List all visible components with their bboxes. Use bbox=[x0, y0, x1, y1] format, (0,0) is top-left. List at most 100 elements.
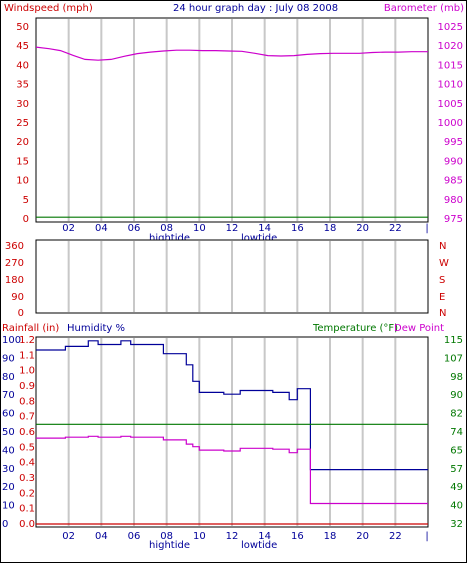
humidity-tick-label: 80 bbox=[2, 372, 15, 383]
windspeed-tick-label: 30 bbox=[16, 99, 29, 110]
windspeed-tick-label: 20 bbox=[16, 137, 29, 148]
humidity-tick-label: 10 bbox=[2, 501, 15, 512]
windspeed-axis-label: Windspeed (mph) bbox=[4, 3, 93, 14]
temperature-tick-label: 65 bbox=[450, 445, 463, 456]
windspeed-tick-label: 0 bbox=[23, 214, 29, 225]
temperature-tick-label: 98 bbox=[450, 372, 463, 383]
humidity-tick-label: 30 bbox=[2, 464, 15, 475]
temperature-tick-label: 115 bbox=[444, 335, 463, 346]
temperature-tick-label: 57 bbox=[450, 464, 463, 475]
dewpoint-line bbox=[36, 435, 428, 505]
chart-title: 24 hour graph day : July 08 2008 bbox=[173, 3, 338, 14]
rainfall-tick-label: 1.2 bbox=[19, 335, 35, 346]
humidity-tick-label: 70 bbox=[2, 390, 15, 401]
top-panel-x-end-tick: | bbox=[425, 223, 428, 234]
barometer-tick-label: 995 bbox=[444, 137, 463, 148]
barometer-tick-label: 1000 bbox=[438, 118, 463, 129]
bottom-panel-x-tick-label: 12 bbox=[226, 531, 239, 542]
humidity-tick-label: 60 bbox=[2, 409, 15, 420]
top-panel-x-tick-label: 06 bbox=[128, 223, 141, 234]
direction-degree-label: 270 bbox=[5, 258, 24, 269]
top-panel-x-tick-label: 08 bbox=[160, 223, 173, 234]
windspeed-tick-label: 25 bbox=[16, 118, 29, 129]
top-panel-x-tick-label: 20 bbox=[356, 223, 369, 234]
temperature-tick-label: 82 bbox=[450, 409, 463, 420]
rainfall-tick-label: 0.7 bbox=[19, 412, 35, 423]
windspeed-tick-label: 35 bbox=[16, 80, 29, 91]
direction-degree-label: 360 bbox=[5, 241, 24, 252]
windspeed-tick-label: 40 bbox=[16, 60, 29, 71]
bottom-panel-x-tick-label: 04 bbox=[95, 531, 108, 542]
lowtide-label-top: lowtide bbox=[241, 233, 277, 244]
rainfall-tick-label: 1.0 bbox=[19, 366, 35, 377]
windspeed-tick-label: 45 bbox=[16, 41, 29, 52]
temperature-tick-label: 90 bbox=[450, 390, 463, 401]
bottom-panel-x-tick-label: 18 bbox=[324, 531, 337, 542]
compass-point-label: S bbox=[439, 275, 445, 286]
humidity-axis-label: Humidity % bbox=[67, 323, 125, 334]
humidity-tick-label: 50 bbox=[2, 427, 15, 438]
top-panel-x-tick-label: 12 bbox=[226, 223, 239, 234]
top-panel-x-tick-label: 16 bbox=[291, 223, 304, 234]
humidity-tick-label: 100 bbox=[2, 335, 21, 346]
top-panel-x-tick-label: 22 bbox=[389, 223, 402, 234]
barometer-axis-label: Barometer (mb) bbox=[384, 3, 464, 14]
compass-point-label: N bbox=[439, 241, 446, 252]
barometer-tick-label: 1005 bbox=[438, 99, 463, 110]
lowtide-label-bottom: lowtide bbox=[241, 540, 277, 551]
compass-point-label: E bbox=[439, 292, 445, 303]
rainfall-tick-label: 0.5 bbox=[19, 442, 35, 453]
rainfall-tick-label: 0.0 bbox=[19, 519, 35, 530]
barometer-line bbox=[35, 46, 428, 61]
compass-point-label: N bbox=[439, 308, 446, 319]
rainfall-tick-label: 0.9 bbox=[19, 381, 35, 392]
humidity-tick-label: 40 bbox=[2, 445, 15, 456]
temperature-tick-label: 32 bbox=[450, 519, 463, 530]
humidity-tick-label: 20 bbox=[2, 482, 15, 493]
direction-degree-label: 0 bbox=[18, 308, 24, 319]
top-panel-x-tick-label: 04 bbox=[95, 223, 108, 234]
rainfall-axis-label: Rainfall (in) bbox=[2, 323, 59, 334]
temperature-tick-label: 49 bbox=[450, 482, 463, 493]
bottom-panel-x-tick-label: 14 bbox=[258, 531, 271, 542]
temperature-tick-label: 40 bbox=[450, 501, 463, 512]
bottom-panel-x-end-tick: | bbox=[425, 531, 428, 542]
windspeed-tick-label: 5 bbox=[23, 195, 29, 206]
bottom-panel-x-tick-label: 20 bbox=[356, 531, 369, 542]
barometer-tick-label: 990 bbox=[444, 156, 463, 167]
top-panel-x-tick-label: 02 bbox=[62, 223, 75, 234]
humidity-temperature-panel: 10090807060504030201001.21.11.00.90.80.7… bbox=[2, 335, 463, 542]
rainfall-tick-label: 1.1 bbox=[19, 350, 35, 361]
barometer-tick-label: 980 bbox=[444, 195, 463, 206]
barometer-tick-label: 1020 bbox=[438, 41, 463, 52]
hightide-label-bottom: hightide bbox=[149, 540, 190, 551]
direction-degree-label: 180 bbox=[5, 275, 24, 286]
humidity-line bbox=[36, 340, 428, 471]
barometer-tick-label: 1010 bbox=[438, 80, 463, 91]
hightide-label-top: hightide bbox=[149, 233, 190, 244]
top-panel-x-tick-label: 10 bbox=[193, 223, 206, 234]
rainfall-tick-label: 0.8 bbox=[19, 396, 35, 407]
barometer-tick-label: 985 bbox=[444, 176, 463, 187]
barometer-tick-label: 1025 bbox=[438, 22, 463, 33]
rainfall-tick-label: 0.3 bbox=[19, 473, 35, 484]
bottom-panel-x-tick-label: 16 bbox=[291, 531, 304, 542]
temperature-tick-label: 107 bbox=[444, 353, 463, 364]
top-panel-x-tick-label: 18 bbox=[324, 223, 337, 234]
dewpoint-axis-label: Dew Point bbox=[394, 323, 444, 334]
temperature-axis-label: Temperature (°F) bbox=[312, 323, 398, 334]
compass-point-label: W bbox=[439, 258, 449, 269]
bottom-panel-x-tick-label: 08 bbox=[160, 531, 173, 542]
wind-barometer-panel: 0510152025303540455097598098599099510001… bbox=[16, 17, 463, 234]
top-panel-x-tick-label: 14 bbox=[258, 223, 271, 234]
humidity-tick-label: 90 bbox=[2, 353, 15, 364]
bottom-panel-x-tick-label: 06 bbox=[128, 531, 141, 542]
bottom-panel-x-tick-label: 10 bbox=[193, 531, 206, 542]
windspeed-tick-label: 50 bbox=[16, 22, 29, 33]
rainfall-tick-label: 0.2 bbox=[19, 488, 35, 499]
barometer-tick-label: 1015 bbox=[438, 60, 463, 71]
rainfall-tick-label: 0.1 bbox=[19, 504, 35, 515]
